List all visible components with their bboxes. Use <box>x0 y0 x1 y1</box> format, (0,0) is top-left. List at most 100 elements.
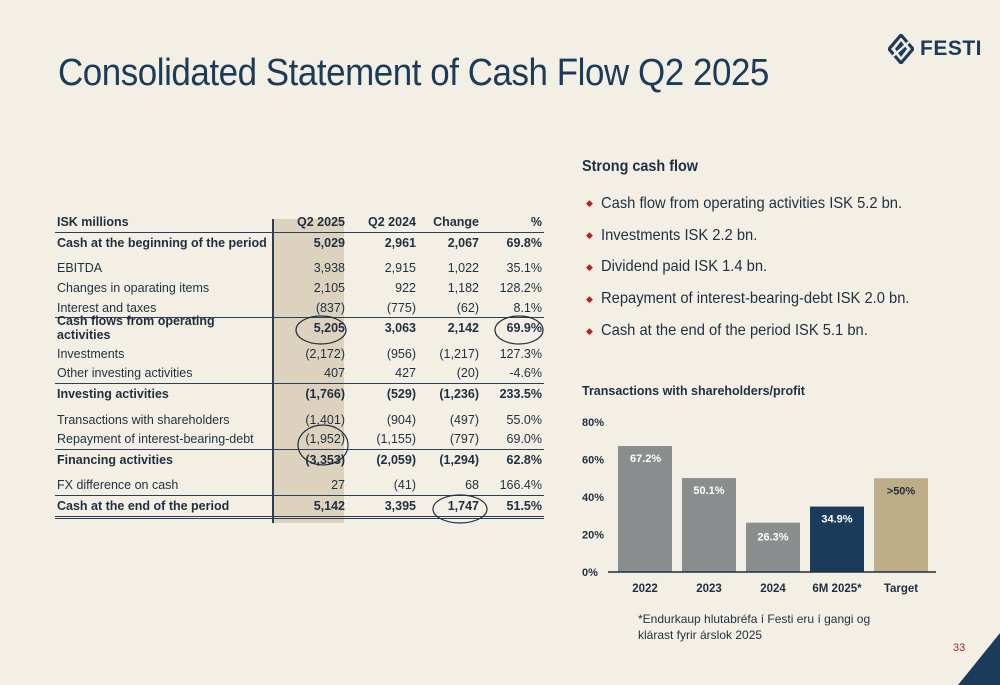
cell-q2-2025: 5,142 <box>313 498 345 513</box>
cell-change: (62) <box>456 300 479 315</box>
y-tick-label: 20% <box>582 530 604 542</box>
cell-q2-2024: (529) <box>386 386 416 401</box>
table-row: Repayment of interest-bearing-debt (1,95… <box>55 429 544 449</box>
list-item: ◆ Repayment of interest-bearing-debt ISK … <box>586 283 936 315</box>
chart-title: Transactions with shareholders/profit <box>582 384 805 398</box>
row-label: EBITDA <box>57 261 103 276</box>
row-label: Investments <box>57 346 125 361</box>
cell-q2-2025: (1,952) <box>305 432 345 447</box>
table-row: Changes in oparating items 2,105 922 1,1… <box>55 278 544 298</box>
cell-q2-2025: (837) <box>315 300 345 315</box>
bullet-icon: ◆ <box>586 293 593 304</box>
cell-q2-2024: (1,155) <box>376 432 416 447</box>
column-divider <box>272 219 274 523</box>
y-tick-label: 60% <box>582 455 604 467</box>
cell-change: (20) <box>456 366 479 381</box>
cell-q2-2025: (1,401) <box>305 412 345 427</box>
x-tick-label: 2023 <box>696 583 722 595</box>
cell-q2-2025: 407 <box>324 366 345 381</box>
cell-percent: 8.1% <box>513 300 543 315</box>
x-tick-label: 2022 <box>632 583 658 595</box>
cell-percent: 128.2% <box>499 280 542 295</box>
cell-q2-2025: (3,353) <box>305 452 345 467</box>
table-row: Transactions with shareholders (1,401) (… <box>55 410 544 430</box>
table-row: Other investing activities 407 427 (20) … <box>55 364 544 384</box>
cell-change: (797) <box>449 432 479 447</box>
bullet-icon: ◆ <box>586 261 593 272</box>
cell-change: 2,142 <box>447 321 479 336</box>
highlights-heading: Strong cash flow <box>582 158 699 175</box>
row-label: Cash at the beginning of the period <box>57 235 267 250</box>
row-label: Cash at the end of the period <box>57 498 230 513</box>
highlights-list: ◆ Cash flow from operating activities ISK… <box>586 188 936 347</box>
cell-percent: 69.0% <box>506 432 542 447</box>
list-item: ◆ Investments ISK 2.2 bn. <box>586 220 936 252</box>
table-row: Cash flows from operating activities 5,2… <box>55 314 544 342</box>
row-label: Cash flows from operating activities <box>57 314 215 343</box>
cell-percent: 51.5% <box>506 498 542 513</box>
cell-change: 1,182 <box>447 280 479 295</box>
data-label: >50% <box>887 485 916 497</box>
table-row: Financing activities (3,353) (2,059) (1,… <box>55 448 544 470</box>
data-label: 26.3% <box>757 532 788 544</box>
bar <box>746 522 800 572</box>
table-row: Investments (2,172) (956) (1,217) 127.3% <box>55 344 544 364</box>
cell-change: 1,022 <box>447 261 479 276</box>
bar <box>810 506 864 572</box>
cell-q2-2025: (2,172) <box>305 346 345 361</box>
bullet-text: Repayment of interest-bearing-debt ISK 2… <box>601 290 910 308</box>
y-tick-label: 80% <box>582 417 604 429</box>
cell-percent: -4.6% <box>509 366 542 381</box>
cell-percent: 69.9% <box>506 321 542 336</box>
cell-q2-2024: 3,395 <box>384 498 416 513</box>
footnote-line: *Endurkaup hlutabréfa í Festi eru í gang… <box>638 612 871 626</box>
row-label: Changes in oparating items <box>57 280 210 295</box>
bullet-icon: ◆ <box>586 198 593 209</box>
cell-q2-2024: (775) <box>386 300 416 315</box>
festi-logo: FESTI <box>888 34 982 64</box>
cell-q2-2025: 3,938 <box>313 261 345 276</box>
cell-q2-2025: 27 <box>331 478 345 493</box>
cell-q2-2024: (904) <box>386 412 416 427</box>
row-label: Investing activities <box>57 386 169 401</box>
bullet-text: Investments ISK 2.2 bn. <box>601 226 758 244</box>
table-row: Cash at the end of the period 5,142 3,39… <box>55 495 544 519</box>
shareholder-transactions-chart: 0% 20% 40% 60% 80% 67.2% 2022 50.1% 2023 26.3% 202… <box>582 417 936 595</box>
header-label: ISK millions <box>57 215 129 229</box>
table-row: Interest and taxes (837) (775) (62) 8.1% <box>55 298 544 318</box>
slide-title: Consolidated Statement of Cash Flow Q2 2… <box>58 52 769 94</box>
cell-q2-2024: 922 <box>395 280 416 295</box>
cell-change: 2,067 <box>447 235 479 250</box>
cell-change: (1,236) <box>439 386 479 401</box>
cell-q2-2025: 5,205 <box>313 321 345 336</box>
data-label: 67.2% <box>630 453 661 465</box>
table-row: FX difference on cash 27 (41) 68 166.4% <box>55 476 544 496</box>
cell-q2-2024: 427 <box>395 366 416 381</box>
list-item: ◆ Dividend paid ISK 1.4 bn. <box>586 252 936 284</box>
cell-change: 1,747 <box>447 498 479 513</box>
row-label: Repayment of interest-bearing-debt <box>57 432 254 447</box>
footnote-line: klárast fyrir árslok 2025 <box>638 628 763 642</box>
cell-q2-2024: (41) <box>393 478 416 493</box>
table-row: Cash at the beginning of the period 5,02… <box>55 233 544 253</box>
q2-2025-column-highlight <box>273 219 344 523</box>
cell-change: (1,294) <box>439 452 479 467</box>
page-number: 33 <box>953 642 966 654</box>
cell-percent: 166.4% <box>499 478 542 493</box>
x-tick-label: 6M 2025* <box>812 583 862 595</box>
x-tick-label: 2024 <box>760 583 786 595</box>
header-q2-2024: Q2 2024 <box>368 215 416 229</box>
header-percent: % <box>530 215 542 229</box>
header-q2-2025: Q2 2025 <box>297 215 345 229</box>
festi-logo-icon <box>888 34 914 64</box>
cash-flow-table: ISK millions Q2 2025 Q2 2024 Change % Ca… <box>55 212 544 524</box>
bar <box>618 446 672 572</box>
cell-percent: 35.1% <box>506 261 542 276</box>
data-label: 34.9% <box>821 514 852 526</box>
cell-q2-2024: 2,915 <box>384 261 416 276</box>
table-header: ISK millions Q2 2025 Q2 2024 Change % <box>55 212 544 233</box>
cell-percent: 62.8% <box>506 452 542 467</box>
cell-change: 68 <box>465 478 479 493</box>
list-item: ◆ Cash flow from operating activities ISK… <box>586 188 936 220</box>
cell-q2-2024: 3,063 <box>384 321 416 336</box>
